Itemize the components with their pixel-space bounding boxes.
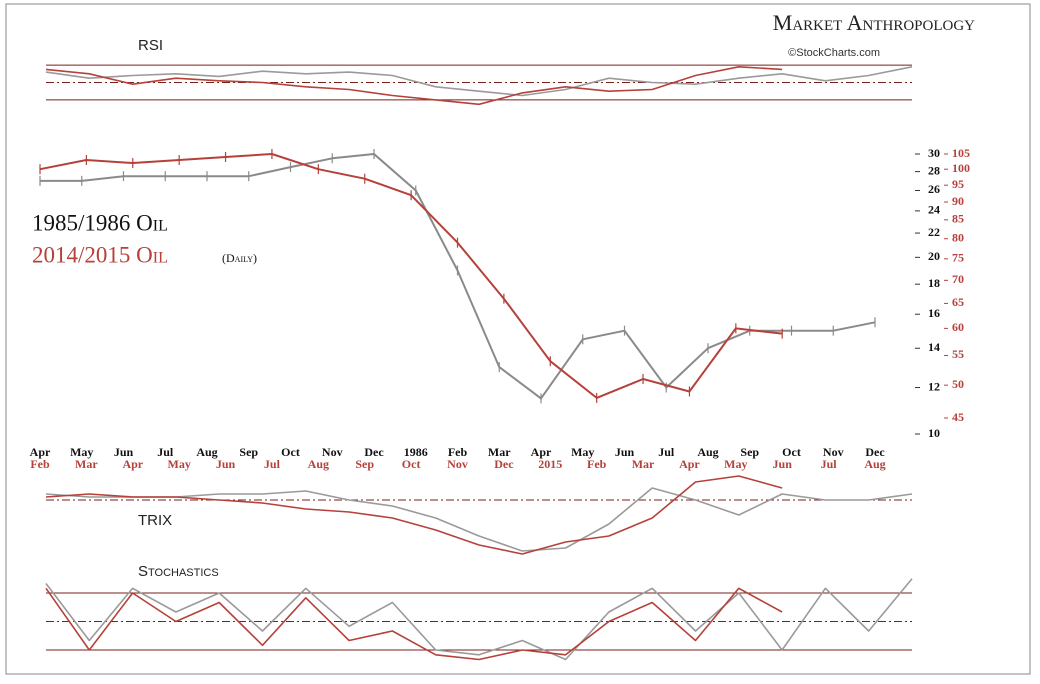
x-tick-label: Apr [122,457,143,471]
annotation: (Daily) [222,251,257,265]
y-tick-label: 26 [928,182,940,196]
y2-tick-label: 75 [952,251,964,265]
x-tick-label: Aug [864,457,885,471]
y2-tick-label: 45 [952,410,964,424]
y2-tick-label: 105 [952,146,970,160]
y2-tick-label: 70 [952,272,964,286]
x-tick-label: May [168,457,191,471]
x-tick-label: Nov [823,445,844,459]
x-tick-label: Feb [587,457,607,471]
x-tick-label: Oct [281,445,300,459]
x-tick-label: May [70,445,93,459]
x-tick-label: Nov [322,445,343,459]
x-tick-label: Jun [615,445,635,459]
y2-tick-label: 65 [952,295,964,309]
x-tick-label: Sep [355,457,374,471]
brand-title: Market Anthropology [773,10,975,35]
y2-tick-label: 85 [952,212,964,226]
x-tick-label: Jul [157,445,174,459]
x-tick-label: Aug [196,445,217,459]
y-tick-label: 22 [928,225,940,239]
y-tick-label: 12 [928,379,940,393]
x-tick-label: Jun [216,457,236,471]
x-tick-label: Jul [264,457,281,471]
y2-tick-label: 100 [952,161,970,175]
y2-tick-label: 60 [952,320,964,334]
indicator-line [45,66,913,97]
x-tick-label: Jun [114,445,134,459]
y-tick-label: 16 [928,306,940,320]
y-tick-label: 28 [928,163,940,177]
y2-tick-label: 50 [952,377,964,391]
y-tick-label: 30 [928,146,940,160]
x-tick-label: Mar [75,457,98,471]
indicator-line [45,475,783,555]
x-tick-label: Apr [679,457,700,471]
y-tick-label: 10 [928,426,940,440]
indicator-line [45,66,783,106]
panel-title: RSI [138,37,163,54]
x-tick-label: Feb [448,445,468,459]
y-tick-label: 14 [928,340,940,354]
frame [5,3,1031,675]
x-tick-label: May [571,445,594,459]
x-tick-label: Sep [239,445,258,459]
x-tick-label: Dec [494,457,514,471]
x-tick-label: 1986 [404,445,428,459]
x-tick-label: Feb [30,457,50,471]
x-tick-label: Aug [697,445,718,459]
x-tick-label: Oct [782,445,801,459]
y2-tick-label: 55 [952,347,964,361]
x-tick-label: Oct [402,457,421,471]
legend-entry: 1985/1986 Oil [32,210,168,235]
y2-tick-label: 90 [952,194,964,208]
y-tick-label: 24 [928,203,940,217]
y2-tick-label: 80 [952,230,964,244]
x-tick-label: Sep [740,445,759,459]
x-tick-label: Jul [821,457,838,471]
x-tick-label: 2015 [538,457,562,471]
x-tick-label: Aug [308,457,329,471]
x-tick-label: Jun [773,457,793,471]
x-tick-label: Dec [865,445,885,459]
indicator-line [45,587,783,661]
x-tick-label: Mar [488,445,511,459]
y-tick-label: 20 [928,249,940,263]
x-tick-label: Nov [447,457,468,471]
panel-title: Stochastics [138,563,219,580]
indicator-line [45,578,913,661]
x-tick-label: Apr [531,445,552,459]
source: ©StockCharts.com [788,47,880,59]
x-tick-label: Jul [658,445,675,459]
y2-tick-label: 95 [952,177,964,191]
indicator-line [45,487,913,552]
x-tick-label: May [724,457,747,471]
panel-title: TRIX [138,512,172,529]
x-tick-label: Apr [30,445,51,459]
legend-entry: 2014/2015 Oil [32,242,168,267]
x-tick-label: Dec [364,445,384,459]
x-tick-label: Mar [632,457,655,471]
y-tick-label: 18 [928,276,940,290]
